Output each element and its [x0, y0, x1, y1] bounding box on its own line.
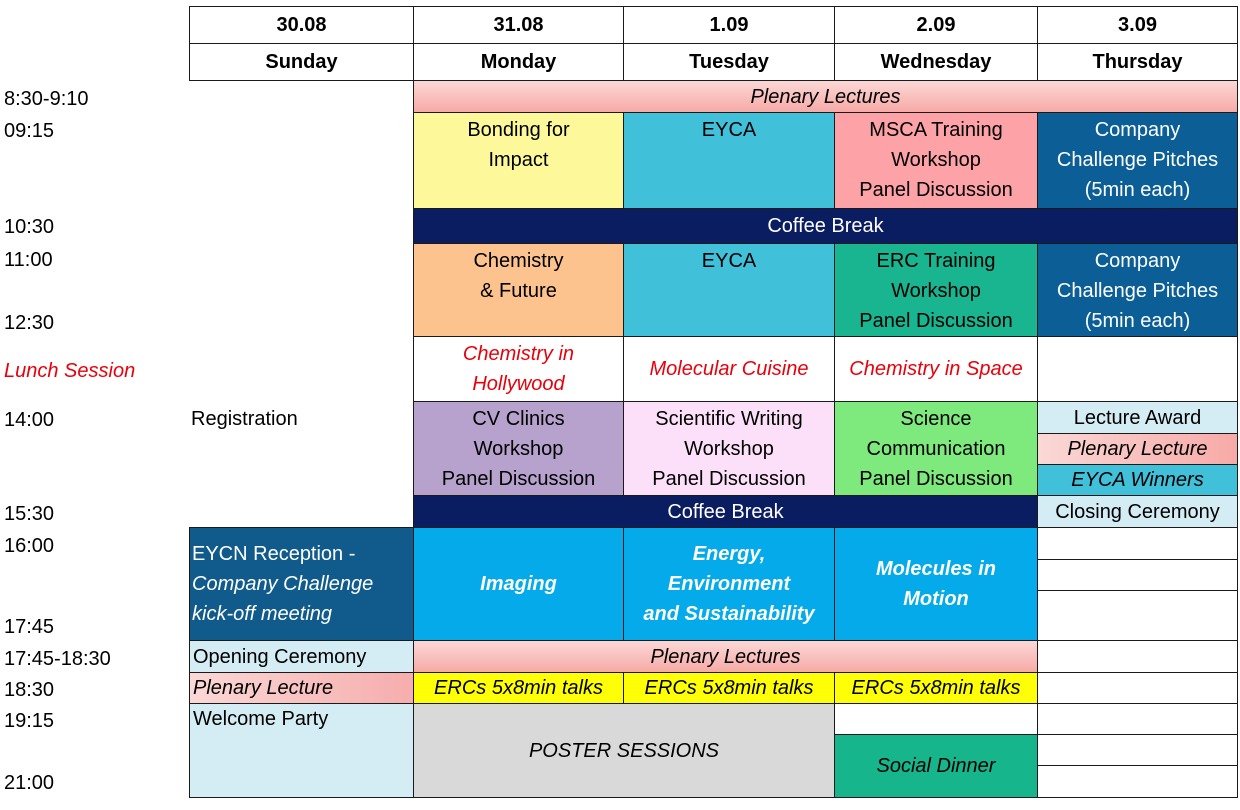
poster-sessions: POSTER SESSIONS — [413, 703, 835, 798]
coffee-break-2: Coffee Break — [413, 495, 1038, 528]
header-monday: 31.08 Monday — [413, 6, 624, 81]
header-date: 1.09 — [709, 14, 749, 36]
time-label: 14:00 — [4, 409, 55, 431]
chemistry-and-future: Chemistry & Future — [413, 243, 624, 337]
header-weekday: Wednesday — [835, 43, 1037, 80]
opening-ceremony: Opening Ceremony — [189, 640, 414, 673]
header-weekday: Thursday — [1038, 43, 1237, 80]
time-label: 11:00 — [4, 249, 53, 271]
erc-talks-wednesday: ERCs 5x8min talks — [834, 672, 1038, 704]
header-date: 31.08 — [493, 14, 544, 36]
header-date: 3.09 — [1118, 14, 1157, 36]
social-dinner: Social Dinner — [834, 734, 1038, 798]
lecture-award: Lecture Award — [1037, 401, 1238, 434]
time-label: 16:00 — [4, 535, 55, 557]
scientific-writing-workshop: Scientific Writing Workshop Panel Discus… — [623, 401, 835, 496]
company-challenge-pitches-2: Company Challenge Pitches (5min each) — [1037, 243, 1238, 337]
plenary-lecture-thursday: Plenary Lecture — [1037, 433, 1238, 465]
eyca-session-2: EYCA — [623, 243, 835, 337]
lunch-chemistry-in-hollywood: Chemistry in Hollywood — [413, 336, 624, 402]
empty-cell — [1037, 336, 1238, 402]
header-date: 30.08 — [276, 14, 327, 36]
lunch-chemistry-in-space: Chemistry in Space — [834, 336, 1038, 402]
time-label: 10:30 — [4, 216, 55, 238]
plenary-lectures-evening: Plenary Lectures — [413, 640, 1038, 673]
empty-cell — [1037, 527, 1238, 560]
time-label: 21:00 — [4, 772, 55, 794]
time-label: 17:45 — [4, 616, 55, 638]
time-label: 09:15 — [4, 120, 55, 142]
time-label: 19:15 — [4, 710, 55, 732]
empty-cell — [1037, 672, 1238, 704]
erc-training-workshop: ERC Training Workshop Panel Discussion — [834, 243, 1038, 337]
imaging-session: Imaging — [413, 527, 624, 641]
empty-cell — [834, 703, 1038, 735]
plenary-lectures-morning: Plenary Lectures — [413, 80, 1238, 113]
lunch-molecular-cuisine: Molecular Cuisine — [623, 336, 835, 402]
time-label: 17:45-18:30 — [4, 648, 111, 670]
welcome-party: Welcome Party — [189, 703, 414, 798]
bonding-for-impact: Bonding for Impact — [413, 112, 624, 209]
msca-training-workshop: MSCA Training Workshop Panel Discussion — [834, 112, 1038, 209]
time-label: 12:30 — [4, 312, 55, 334]
empty-cell — [1037, 765, 1238, 798]
closing-ceremony: Closing Ceremony — [1037, 495, 1238, 528]
empty-cell — [1037, 559, 1238, 591]
cv-clinics-workshop: CV Clinics Workshop Panel Discussion — [413, 401, 624, 496]
molecules-in-motion-session: Molecules in Motion — [834, 527, 1038, 641]
header-wednesday: 2.09 Wednesday — [834, 6, 1038, 81]
header-sunday: 30.08 Sunday — [189, 6, 414, 81]
energy-environment-sustainability-session: Energy, Environment and Sustainability — [623, 527, 835, 641]
empty-cell — [1037, 640, 1238, 673]
empty-cell — [1037, 734, 1238, 766]
header-tuesday: 1.09 Tuesday — [623, 6, 835, 81]
header-weekday: Monday — [414, 43, 623, 80]
eycn-reception-title: EYCN Reception - — [192, 543, 356, 565]
time-label-lunch: Lunch Session — [4, 360, 136, 382]
company-challenge-pitches-1: Company Challenge Pitches (5min each) — [1037, 112, 1238, 209]
time-label: 18:30 — [4, 679, 55, 701]
eycn-reception: EYCN Reception - Company Challenge kick-… — [189, 527, 414, 641]
eyca-winners: EYCA Winners — [1037, 464, 1238, 496]
erc-talks-tuesday: ERCs 5x8min talks — [623, 672, 835, 704]
time-label: 15:30 — [4, 503, 55, 525]
header-thursday: 3.09 Thursday — [1037, 6, 1238, 81]
eyca-session-1: EYCA — [623, 112, 835, 209]
time-label: 8:30-9:10 — [4, 88, 89, 110]
empty-cell — [1037, 703, 1238, 735]
empty-cell — [1037, 590, 1238, 641]
plenary-lecture-sunday: Plenary Lecture — [189, 672, 414, 704]
header-weekday: Sunday — [190, 43, 413, 80]
registration: Registration — [191, 408, 298, 430]
coffee-break-1: Coffee Break — [413, 208, 1238, 244]
science-communication-panel: Science Communication Panel Discussion — [834, 401, 1038, 496]
header-date: 2.09 — [916, 14, 956, 36]
erc-talks-monday: ERCs 5x8min talks — [413, 672, 624, 704]
eycn-kickoff-meeting: Company Challenge kick-off meeting — [192, 573, 374, 625]
header-weekday: Tuesday — [624, 43, 834, 80]
